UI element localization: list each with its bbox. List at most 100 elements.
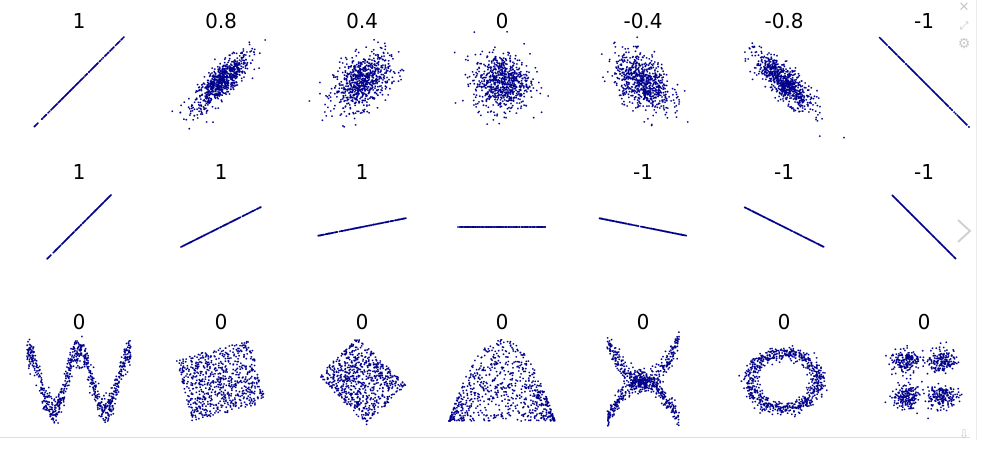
scatter-point: [776, 78, 779, 81]
scatter-point: [198, 107, 200, 109]
scatter-point: [341, 62, 344, 64]
scatter-point: [620, 68, 622, 70]
scatter-point: [799, 93, 802, 95]
scatter-point: [342, 107, 345, 109]
scatter-point: [655, 74, 658, 76]
scatter-point: [503, 86, 506, 89]
scatter-point: [467, 83, 469, 86]
scatter-point: [369, 72, 371, 75]
scatter-point: [205, 112, 208, 114]
scatter-point: [623, 73, 625, 76]
scatter-point: [373, 73, 376, 76]
scatter-point: [473, 104, 475, 106]
scatter-point: [910, 68, 913, 71]
scatter-point: [481, 100, 484, 103]
scatter-point: [366, 225, 369, 227]
scatter-point: [927, 85, 930, 88]
scatter-point: [632, 45, 635, 48]
scatter-point: [109, 49, 112, 52]
scatter-point: [372, 57, 375, 60]
scatter-point: [357, 51, 360, 54]
scatter-point: [620, 84, 623, 87]
scatter-point: [785, 70, 787, 73]
scatter-point: [384, 88, 387, 90]
scatter-point: [523, 73, 525, 76]
scatter-point: [61, 242, 64, 245]
scatter-point: [237, 68, 240, 70]
scatter-point: [501, 100, 504, 103]
scatter-point: [216, 75, 219, 78]
scatter-point: [500, 105, 503, 108]
scatter-point: [355, 55, 358, 57]
scatter-point: [494, 79, 497, 82]
scatter-point: [375, 89, 378, 92]
scatter-point: [360, 68, 362, 71]
scatter-point: [503, 116, 506, 119]
scatter-point: [502, 77, 505, 80]
scatter-point: [747, 58, 750, 60]
scatter-point: [648, 58, 651, 60]
scatter-point: [617, 54, 620, 57]
scatter-point: [64, 95, 66, 97]
scatter-point: [503, 96, 505, 99]
scatter-point: [626, 61, 628, 64]
scatter-point: [651, 64, 654, 67]
scatter-point: [619, 59, 621, 62]
scatter-point: [480, 62, 483, 65]
scatter-point: [336, 231, 338, 233]
scatter-point: [223, 76, 226, 79]
scatter-point: [493, 66, 496, 68]
scatter-point: [487, 68, 489, 71]
scatter-point: [241, 72, 244, 74]
scatter-point: [361, 73, 364, 76]
scatter-point: [327, 97, 330, 100]
scatter-point: [211, 77, 214, 80]
scatter-point: [954, 112, 957, 115]
scatter-point: [621, 74, 623, 77]
scatter-point: [506, 95, 509, 98]
scatter-point: [198, 110, 201, 113]
scatter-point: [504, 67, 507, 70]
scatter-point: [818, 111, 821, 114]
scatter-point: [204, 104, 207, 107]
scatter-point: [516, 63, 518, 65]
scatter-point: [366, 72, 369, 75]
scatter-point: [213, 83, 216, 86]
scatter-point: [369, 74, 371, 77]
scatter-point: [233, 61, 236, 64]
panel-title: -0.8: [764, 9, 803, 33]
scatter-point: [67, 237, 69, 239]
scatter-point: [239, 64, 241, 66]
scatter-point: [193, 101, 196, 104]
scatter-point: [772, 84, 775, 87]
scatter-point: [85, 74, 87, 76]
scatter-point: [343, 74, 346, 77]
scatter-point: [228, 59, 230, 62]
scatter-point: [512, 72, 515, 74]
scatter-point: [782, 77, 784, 80]
scatter-point: [801, 88, 804, 91]
scatter-point: [235, 74, 237, 77]
scatter-point: [493, 111, 495, 114]
scatter-point: [352, 97, 354, 99]
scatter-point: [242, 66, 245, 68]
scatter-point: [502, 72, 505, 75]
scatter-point: [780, 85, 782, 87]
scatter-point: [628, 87, 631, 89]
scatter-point: [368, 58, 371, 61]
scatter-point: [384, 72, 386, 75]
scatter-point: [789, 81, 792, 84]
scatter-point: [381, 93, 384, 96]
scatter-point: [328, 94, 331, 97]
scatter-point: [205, 91, 208, 94]
scatter-point: [50, 109, 52, 111]
scatter-point: [471, 71, 474, 73]
scatter-point: [792, 74, 794, 77]
scatter-point: [520, 63, 523, 66]
scatter-point: [366, 74, 369, 76]
scatter-point: [963, 121, 966, 124]
scatter-point: [377, 68, 379, 71]
scatter-point: [621, 103, 624, 105]
scatter-point: [225, 75, 228, 78]
scatter-point: [223, 58, 226, 61]
